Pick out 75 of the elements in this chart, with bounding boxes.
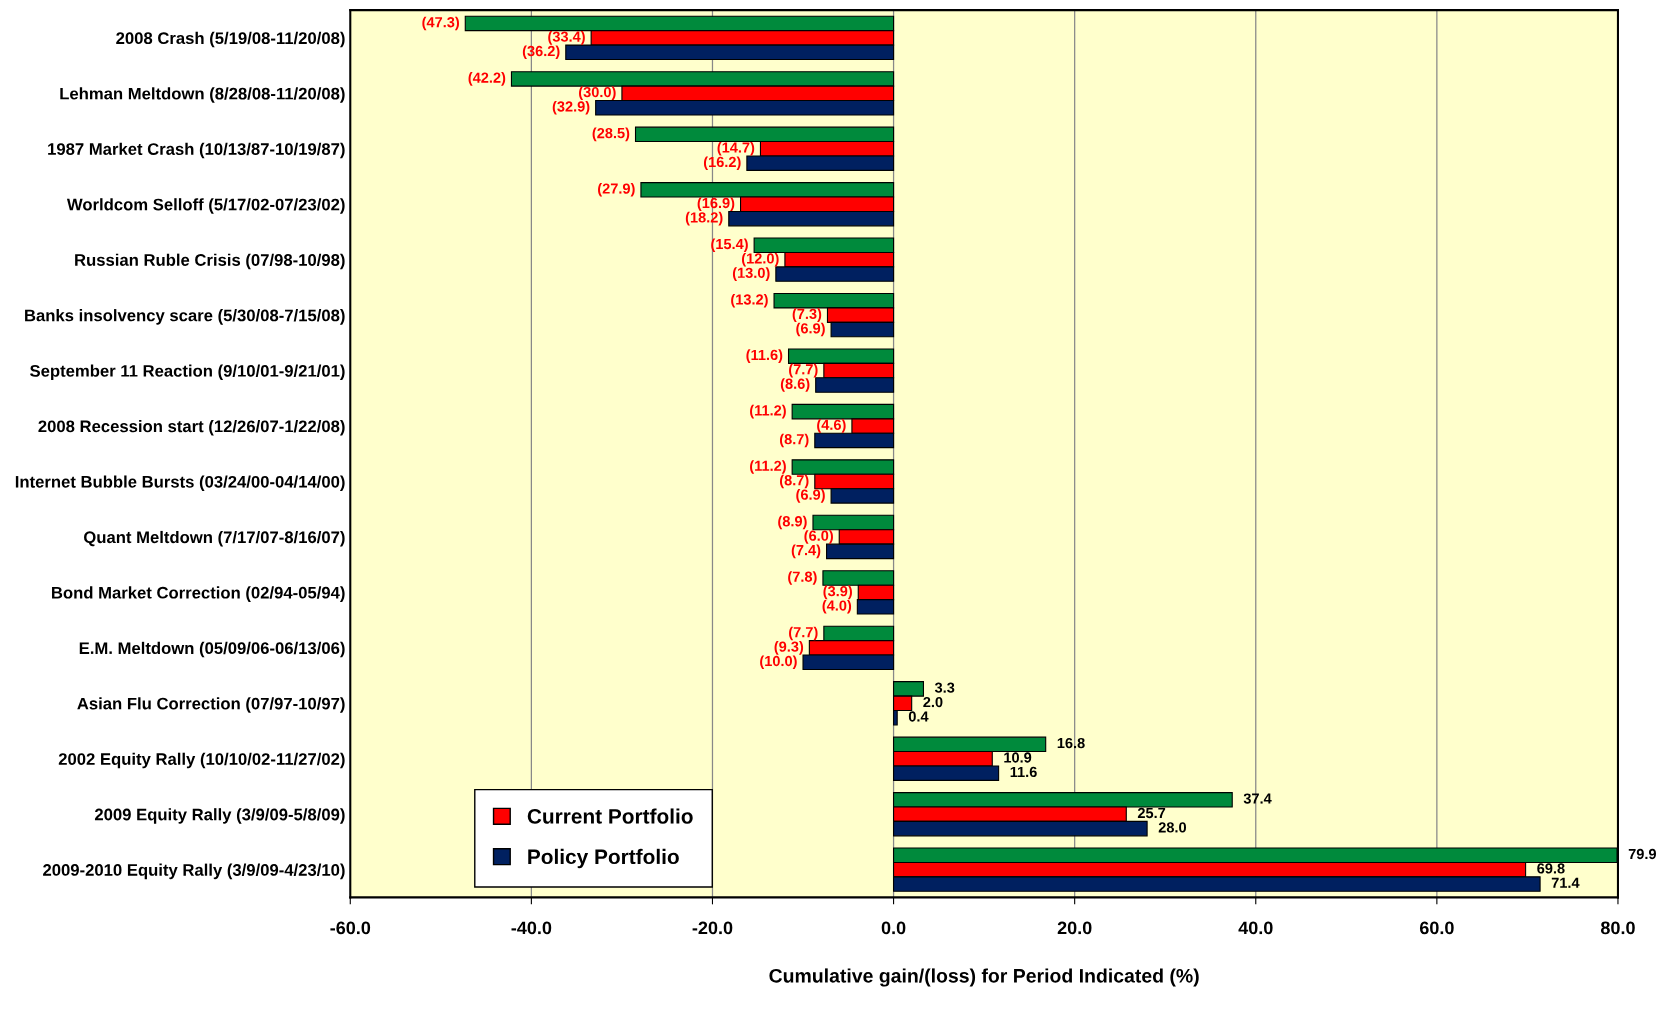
data-label: (11.2) [750,460,786,474]
data-label: 69.8 [1537,863,1565,874]
data-label: (10.0) [760,655,797,670]
data-label: 25.7 [1137,807,1166,819]
data-label: (6.0) [804,530,833,544]
y-tick-label: 2008 Recession start (12/26/07-1/22/08) [38,420,345,436]
data-label: (33.4) [548,31,585,45]
data-label: (7.4) [791,544,821,559]
x-tick-label: 60.0 [1419,921,1454,935]
data-label: (4.0) [822,600,852,614]
data-label: (13.0) [732,267,770,281]
data-label: (47.3) [422,16,459,31]
data-label: (11.6) [746,349,783,363]
y-tick-label: Worldcom Selloff (5/17/02-07/23/02) [66,198,345,214]
data-label: (7.8) [788,571,817,585]
x-tick-label: 0.0 [881,921,906,935]
data-label: (6.9) [796,322,825,337]
y-tick-label: 1987 Market Crash (10/13/87-10/19/87) [48,142,345,159]
y-tick-label: 2009 Equity Rally (3/9/09-5/8/09) [94,808,345,824]
data-label: 79.9 [1628,848,1657,860]
data-label: (8.6) [780,378,810,392]
data-label: (18.2) [685,211,723,226]
data-label: (8.9) [778,515,807,530]
y-tick-label: 2009-2010 Equity Rally (3/9/09-4/23/10) [43,863,345,880]
data-label: 16.8 [1057,737,1085,749]
data-label: (12.0) [741,252,779,267]
y-tick-label: Asian Flu Correction (07/97-10/97) [77,697,345,713]
legend-label: Policy Portfolio [528,848,679,869]
legend-label: Current Portfolio [527,808,693,824]
data-label: (7.7) [789,626,818,641]
y-tick-label: Quant Meltdown (7/17/07-8/16/07) [84,530,345,547]
data-label: (16.9) [697,197,735,212]
y-tick-label: Bond Market Correction (02/94-05/94) [52,586,345,602]
data-label: 71.4 [1551,877,1580,888]
y-tick-label: 2002 Equity Rally (10/10/02-11/27/02) [58,752,345,769]
data-label: 3.3 [934,682,955,693]
x-tick-label: -40.0 [511,921,552,935]
x-tick-label: -60.0 [330,921,371,935]
data-label: (36.2) [522,45,560,60]
data-label: (32.9) [552,100,590,115]
data-label: (3.9) [823,585,852,600]
data-label: (16.2) [703,156,741,170]
data-label: (6.9) [796,489,825,503]
y-tick-label: Banks insolvency scare (5/30/08-7/15/08) [25,309,345,325]
data-label: (28.5) [592,127,630,142]
x-axis-title: Cumulative gain/(loss) for Period Indicated (%) [769,968,1199,987]
y-tick-label: Russian Ruble Crisis (07/98-10/98) [75,253,345,270]
data-label: 2.0 [923,696,943,708]
y-tick-label: September 11 Reaction (9/10/01-9/21/01) [30,364,345,381]
data-label: 37.4 [1243,793,1272,804]
y-tick-label: Internet Bubble Bursts (03/24/00-04/14/00) [15,475,345,491]
y-tick-label: E.M. Meltdown (05/09/06-06/13/06) [79,641,345,658]
x-tick-label: -20.0 [692,921,733,935]
x-tick-label: 40.0 [1238,921,1273,935]
y-tick-label: 2008 Crash (5/19/08-11/20/08) [116,31,345,48]
data-label: (15.4) [711,238,748,253]
data-label: (11.2) [750,404,786,419]
data-label: (7.3) [792,308,822,322]
data-label: 11.6 [1010,766,1037,778]
data-label: (8.7) [779,433,809,448]
data-label: 28.0 [1158,822,1186,833]
data-label: (8.7) [779,474,809,489]
data-label: (27.9) [598,183,635,197]
data-label: (7.7) [789,363,818,378]
y-tick-label: Lehman Meltdown (8/28/08-11/20/08) [60,87,345,103]
data-label: (30.0) [579,86,616,101]
data-label: 10.9 [1004,752,1032,763]
x-tick-label: 20.0 [1057,921,1092,935]
data-label: (13.2) [731,293,768,308]
data-label: (14.7) [717,141,755,156]
data-label: (42.2) [468,72,506,86]
data-label: 0.4 [908,711,929,722]
data-label: (9.3) [774,641,804,655]
x-tick-label: 80.0 [1600,921,1635,935]
data-label: (4.6) [817,419,846,433]
